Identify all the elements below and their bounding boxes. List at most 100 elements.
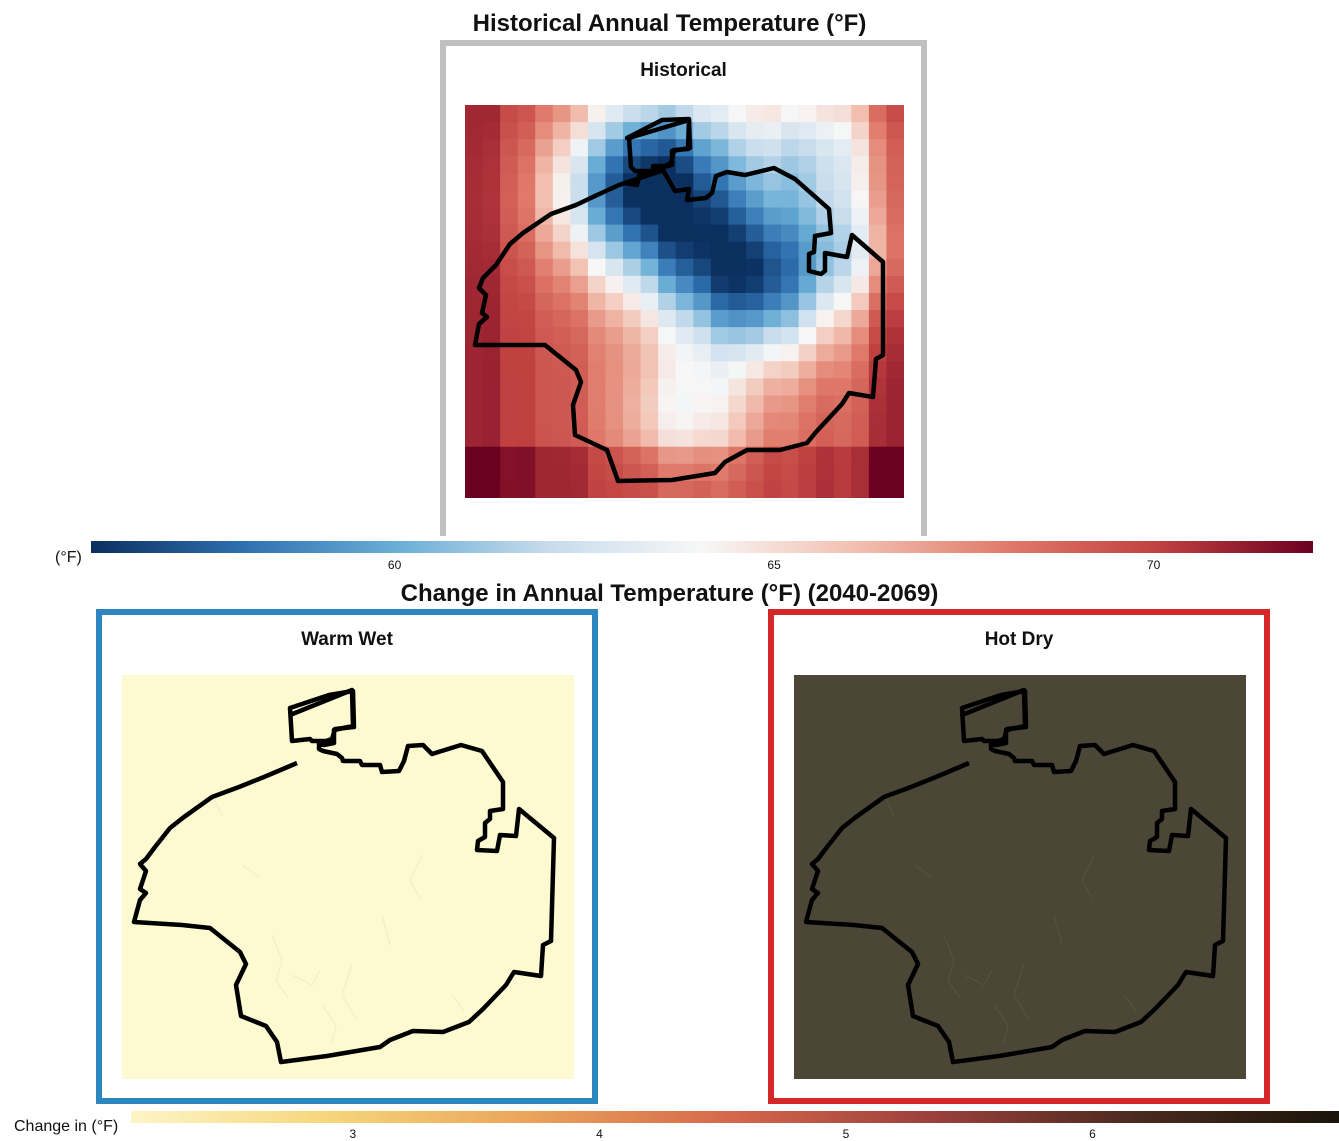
raster-cell — [728, 173, 747, 192]
raster-cell — [763, 463, 782, 482]
raster-cell — [482, 122, 501, 140]
raster-cell — [623, 446, 642, 465]
raster-cell — [851, 105, 870, 123]
raster-cell — [605, 224, 624, 243]
raster-cell — [587, 327, 607, 345]
warm-wet-panel-label: Warm Wet — [301, 629, 393, 650]
historical-title: Historical Annual Temperature (°F) — [472, 10, 867, 37]
raster-cell — [517, 378, 536, 397]
raster-cell — [482, 378, 501, 397]
raster-cell — [798, 446, 817, 465]
raster-cell — [640, 344, 659, 362]
raster-cell — [465, 258, 484, 277]
raster-cell — [570, 361, 589, 379]
raster-cell — [816, 105, 835, 123]
raster-cell — [781, 327, 800, 345]
raster-cell — [623, 344, 642, 362]
raster-cell — [605, 429, 624, 448]
raster-cell — [728, 190, 747, 209]
raster-cell — [552, 480, 571, 498]
raster-cell — [816, 344, 835, 362]
raster-cell — [552, 241, 571, 260]
raster-cell — [623, 292, 642, 311]
raster-cell — [482, 156, 501, 174]
raster-cell — [728, 156, 747, 174]
park-boundary-north-lobe — [624, 116, 692, 174]
raster-cell — [693, 241, 712, 260]
raster-cell — [570, 207, 589, 226]
raster-cell — [868, 122, 888, 140]
raster-cell — [500, 292, 519, 311]
raster-cell — [710, 258, 729, 277]
raster-cell — [745, 480, 765, 498]
raster-cell — [605, 275, 624, 294]
raster-cell — [482, 429, 501, 448]
raster-cell — [517, 258, 536, 277]
raster-cell — [640, 463, 659, 482]
raster-cell — [851, 156, 870, 174]
raster-cell — [886, 173, 904, 192]
raster-cell — [798, 207, 817, 226]
raster-cell — [482, 190, 501, 209]
raster-cell — [587, 224, 607, 243]
raster-cell — [693, 446, 712, 465]
historical-colorbar — [91, 541, 1313, 553]
raster-cell — [781, 105, 800, 123]
raster-cell — [570, 327, 589, 345]
raster-cell — [658, 361, 677, 379]
raster-cell — [587, 139, 607, 157]
raster-cell — [886, 224, 904, 243]
raster-cell — [710, 310, 729, 328]
raster-cell — [517, 122, 536, 140]
hot-dry-panel-label: Hot Dry — [984, 629, 1054, 650]
raster-cell — [517, 361, 536, 379]
raster-cell — [552, 463, 571, 482]
raster-cell — [605, 361, 624, 379]
raster-cell — [693, 224, 712, 243]
hot-dry-raster — [794, 675, 1246, 1079]
raster-cell — [658, 463, 677, 482]
raster-cell — [623, 378, 642, 397]
raster-cell — [605, 139, 624, 157]
raster-cell — [640, 429, 659, 448]
raster-cell — [868, 139, 888, 157]
raster-cell — [763, 258, 782, 277]
raster-cell — [745, 241, 765, 260]
raster-cell — [552, 190, 571, 209]
raster-cell — [570, 275, 589, 294]
raster-cell — [763, 207, 782, 226]
raster-cell — [710, 429, 729, 448]
raster-cell — [623, 275, 642, 294]
raster-cell — [833, 463, 852, 482]
raster-cell — [500, 429, 519, 448]
raster-cell — [570, 344, 589, 362]
raster-cell — [816, 446, 835, 465]
raster-cell — [587, 344, 607, 362]
raster-cell — [605, 258, 624, 277]
raster-cell — [605, 292, 624, 311]
raster-cell — [552, 327, 571, 345]
raster-cell — [781, 463, 800, 482]
raster-cell — [552, 429, 571, 448]
historical-panel: Historical — [440, 40, 927, 536]
raster-cell — [675, 275, 694, 294]
raster-cell — [482, 224, 501, 243]
raster-cell — [781, 224, 800, 243]
raster-cell — [623, 207, 642, 226]
raster-cell — [745, 139, 765, 157]
raster-cell — [552, 446, 571, 465]
raster-cell — [693, 292, 712, 311]
future-colorbar-tick: 6 — [1089, 1127, 1096, 1141]
raster-cell — [658, 327, 677, 345]
raster-cell — [482, 361, 501, 379]
raster-cell — [623, 224, 642, 243]
raster-cell — [552, 361, 571, 379]
raster-cell — [500, 105, 519, 123]
raster-cell — [535, 105, 554, 123]
historical-colorbar-tick: 70 — [1146, 558, 1161, 572]
raster-cell — [728, 480, 747, 498]
raster-cell — [605, 344, 624, 362]
raster-cell — [675, 429, 694, 448]
raster-cell — [868, 446, 888, 465]
raster-cell — [886, 122, 904, 140]
